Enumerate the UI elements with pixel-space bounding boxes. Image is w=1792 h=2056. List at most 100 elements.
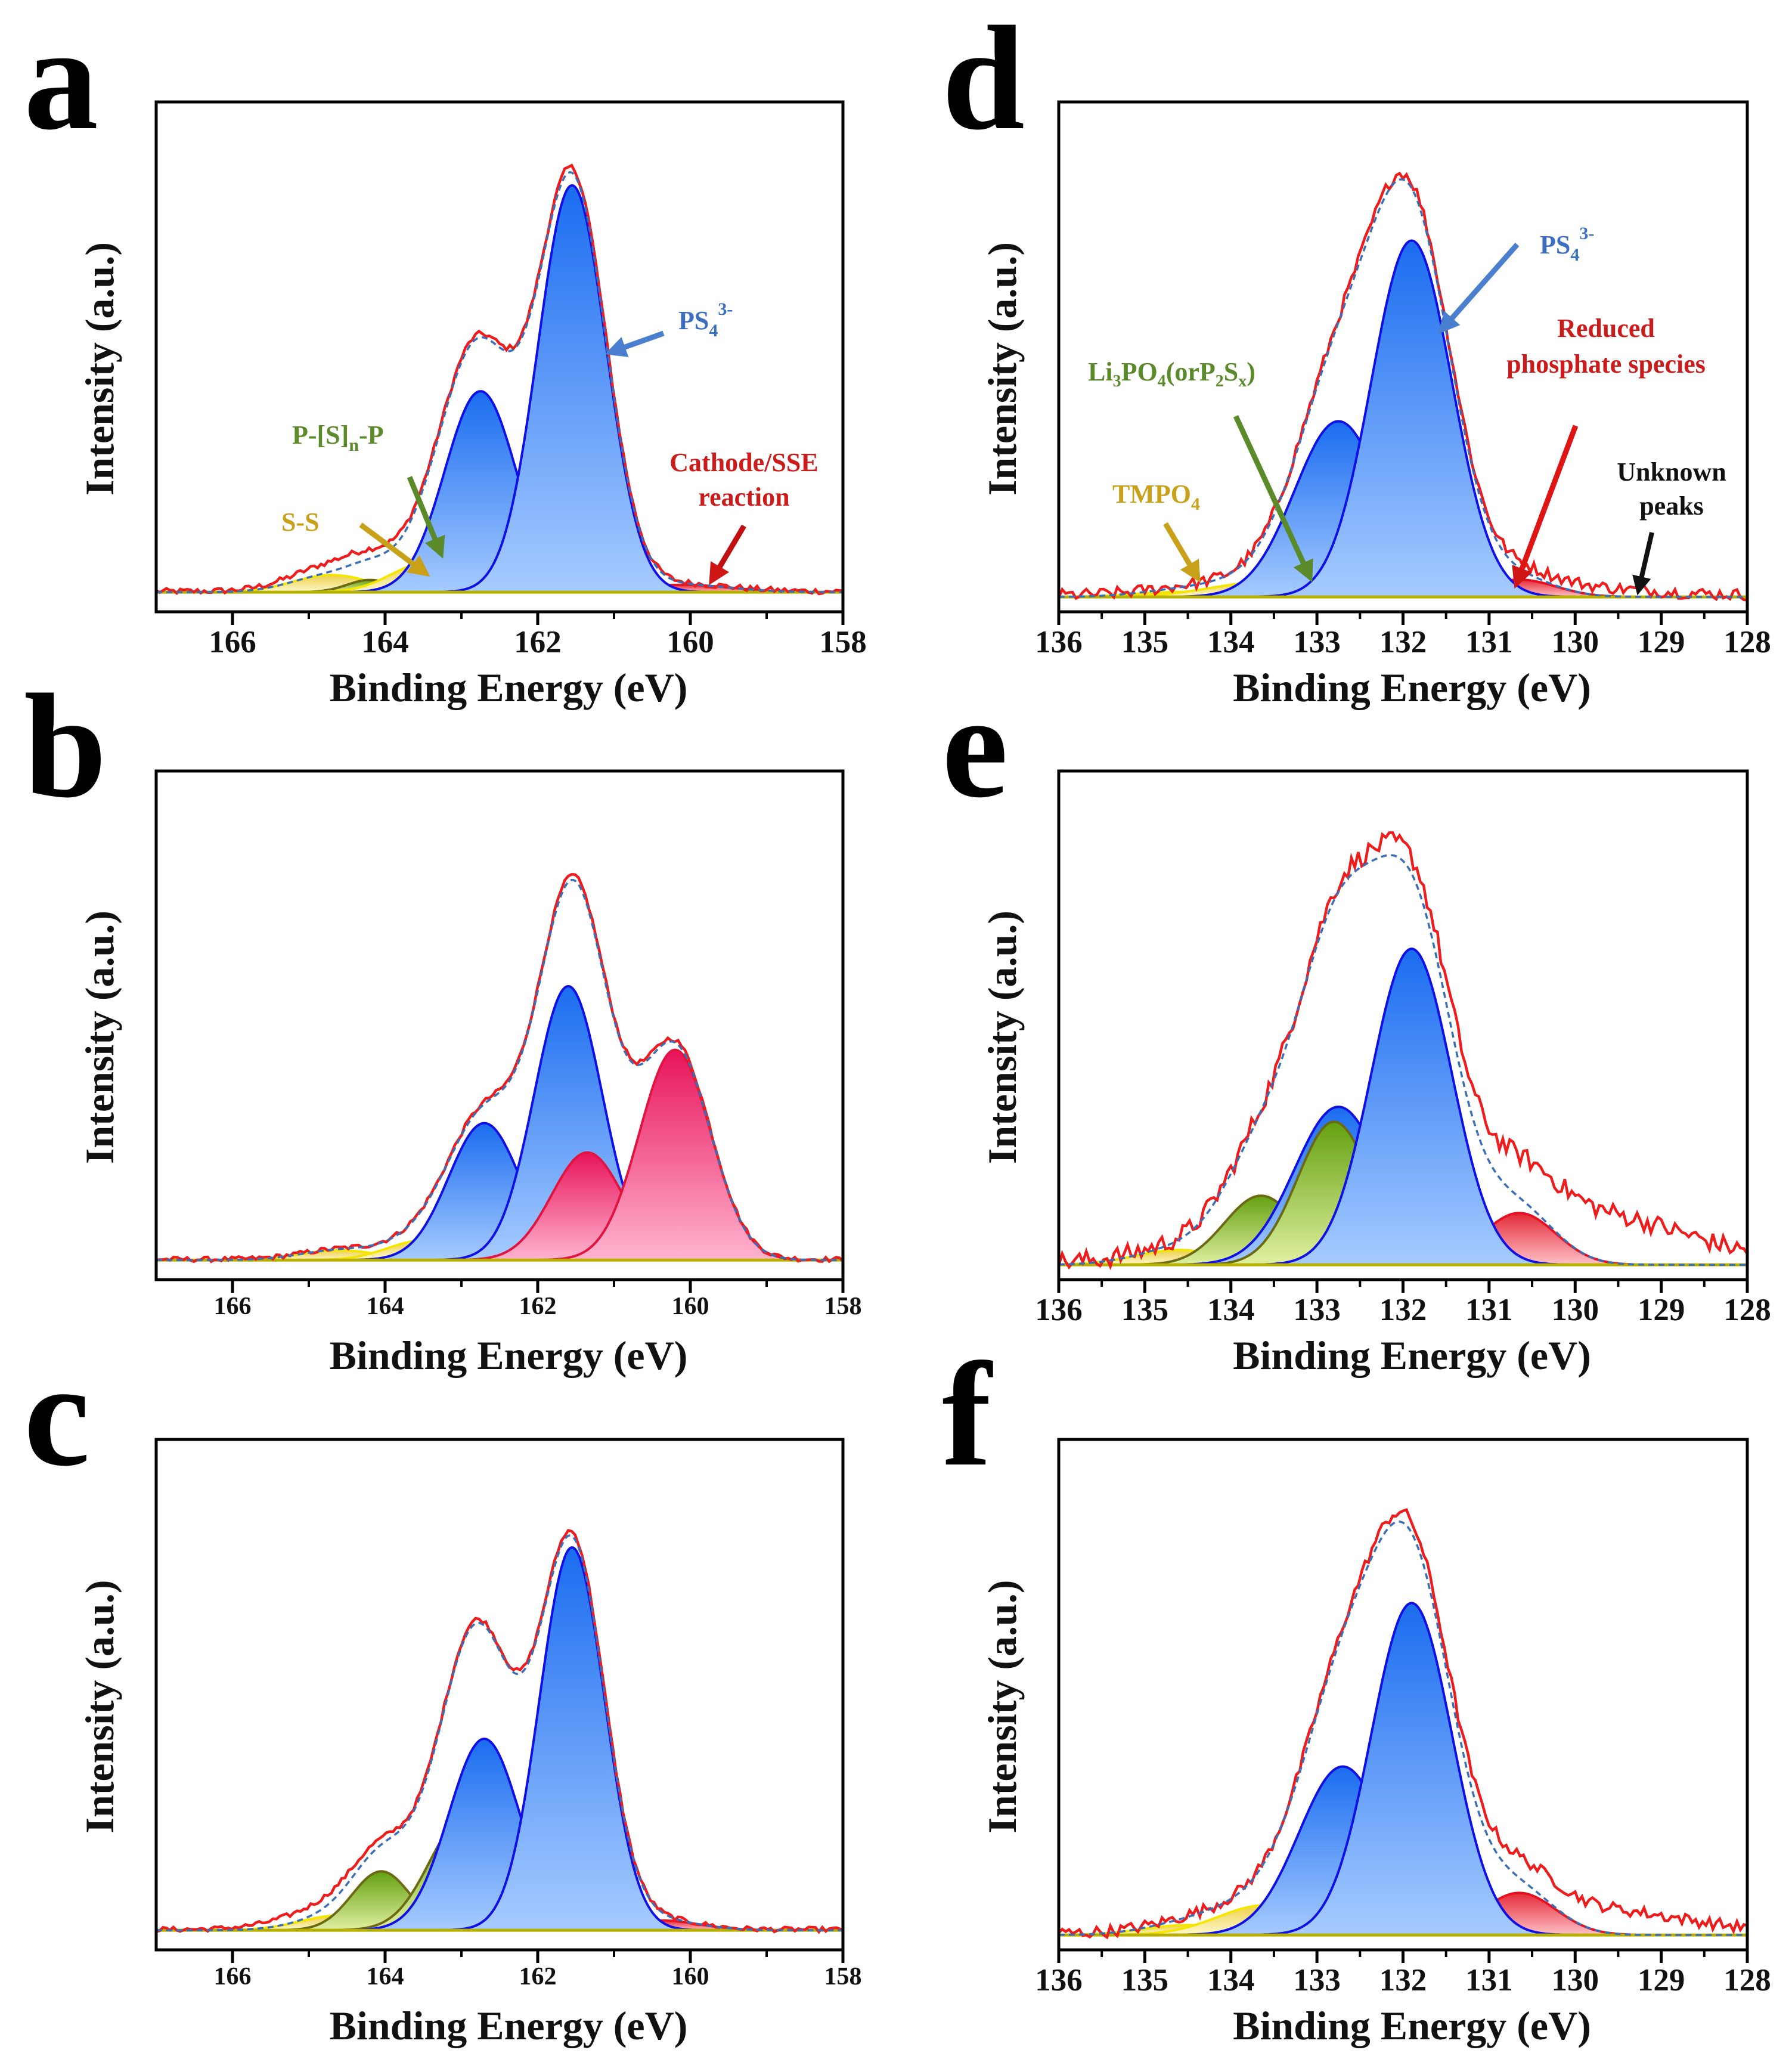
annotation-d-reduced: Reduced phosphate species (1506, 314, 1706, 589)
x-tick-label-f: 132 (1379, 1963, 1427, 1998)
raw-spectrum-e (1059, 831, 1747, 1271)
annotation-d-li3po4: Li3PO4(orP2Sx) (1088, 357, 1313, 583)
svg-text:reaction: reaction (698, 482, 789, 512)
svg-text:P-[S]n-P: P-[S]n-P (292, 420, 384, 455)
x-tick-label-d: 128 (1723, 625, 1771, 659)
arrow-d-unknown (1632, 532, 1654, 596)
panel-e: 136 135 134 133 132 131 130 129 128 Binding Energ… (979, 769, 1771, 1378)
annotation-a-ss: S-S (281, 507, 430, 577)
x-tick-label-f: 134 (1207, 1963, 1255, 1998)
axes-frame-b (154, 769, 845, 1281)
x-tick-label-f: 130 (1552, 1963, 1599, 1998)
x-tick-label-a: 164 (361, 625, 409, 659)
fit-envelope-e (1059, 854, 1747, 1266)
x-axis-label-f: Binding Energy (eV) (1233, 2003, 1591, 2048)
svg-text:Unknown: Unknown (1617, 457, 1726, 487)
x-tick-label-a: 160 (666, 625, 714, 659)
annotation-a-psnp: P-[S]n-P (292, 420, 445, 559)
x-tick-label-d: 135 (1121, 625, 1169, 659)
annotation-d-unknown: Unknown peaks (1617, 457, 1726, 596)
x-tick-label-d: 136 (1035, 625, 1083, 659)
x-tick-label-e: 136 (1035, 1293, 1083, 1327)
x-tick-label-c: 164 (367, 1963, 404, 1990)
component-peak-f-6 (1059, 1602, 1747, 1937)
y-axis-label-d: Intensity (a.u.) (979, 242, 1025, 496)
x-tick-label-b: 158 (824, 1293, 862, 1320)
svg-text:Reduced: Reduced (1557, 314, 1655, 343)
svg-text:phosphate species: phosphate species (1506, 349, 1706, 379)
svg-text:PS43-: PS43- (678, 299, 733, 340)
x-tick-label-e: 133 (1293, 1293, 1341, 1327)
x-tick-label-e: 132 (1379, 1293, 1427, 1327)
panel-letter-d: d (942, 0, 1025, 161)
y-axis-label-c: Intensity (a.u.) (77, 1580, 122, 1833)
x-tick-label-a: 158 (819, 625, 867, 659)
panel-letter-f: f (942, 1332, 993, 1497)
x-tick-label-c: 162 (519, 1963, 557, 1990)
fit-envelope-c (156, 1534, 843, 1931)
x-tick-label-f: 128 (1723, 1963, 1771, 1998)
annotation-d-tmpo4: TMPO4 (1112, 479, 1201, 583)
panel-letter-c: c (24, 1332, 90, 1497)
x-axis-label-c: Binding Energy (eV) (330, 2003, 688, 2048)
x-tick-label-f: 133 (1293, 1963, 1341, 1998)
x-tick-label-e: 129 (1638, 1293, 1685, 1327)
x-tick-label-b: 166 (214, 1293, 252, 1320)
y-axis-label-a: Intensity (a.u.) (77, 242, 122, 496)
arrow-d-tmpo4 (1163, 522, 1201, 583)
x-axis-label-a: Binding Energy (eV) (330, 665, 688, 710)
x-tick-label-e: 134 (1207, 1293, 1255, 1327)
raw-spectrum-f (1059, 1508, 1747, 1940)
arrow-d-li3po4 (1233, 415, 1313, 583)
component-peak-d-6 (1059, 239, 1747, 599)
axes-frame-a (154, 100, 845, 614)
x-tick-label-e: 130 (1552, 1293, 1599, 1327)
fit-envelope-f (1059, 1521, 1747, 1936)
y-axis-label-e: Intensity (a.u.) (979, 911, 1025, 1164)
x-tick-label-e: 128 (1723, 1293, 1771, 1327)
x-axis-label-d: Binding Energy (eV) (1233, 665, 1591, 710)
fit-envelope-b (156, 878, 843, 1261)
annotation-a-cathode: Cathode/SSE reaction (669, 448, 819, 586)
x-tick-label-b: 160 (672, 1293, 709, 1320)
x-tick-label-c: 166 (214, 1963, 252, 1990)
y-axis-label-b: Intensity (a.u.) (77, 911, 122, 1164)
x-tick-label-d: 130 (1552, 625, 1599, 659)
x-tick-label-a: 162 (514, 625, 562, 659)
svg-text:Li3PO4(orP2Sx): Li3PO4(orP2Sx) (1088, 357, 1255, 391)
x-tick-label-f: 131 (1465, 1963, 1513, 1998)
panel-f: 136 135 134 133 132 131 130 129 128 Binding Energ… (979, 1438, 1771, 2048)
axes-frame-c (154, 1438, 845, 1952)
x-tick-label-f: 129 (1638, 1963, 1685, 1998)
component-peak-e-7 (1059, 948, 1747, 1267)
x-tick-label-d: 134 (1207, 625, 1255, 659)
panel-letter-b: b (24, 664, 107, 829)
x-axis-label-e: Binding Energy (eV) (1233, 1333, 1591, 1378)
y-axis-label-f: Intensity (a.u.) (979, 1580, 1025, 1833)
fit-envelope-d (1059, 178, 1747, 598)
x-tick-label-d: 133 (1293, 625, 1341, 659)
svg-text:S-S: S-S (281, 507, 320, 537)
panel-a: 166 164 162 160 158 Binding Energy (eV) Intens… (77, 100, 867, 710)
annotation-a-ps4: PS43- (604, 299, 733, 357)
x-tick-label-d: 131 (1465, 625, 1513, 659)
x-tick-label-a: 166 (209, 625, 256, 659)
x-tick-label-f: 135 (1121, 1963, 1169, 1998)
annotation-d-ps4: PS43- (1438, 224, 1594, 335)
x-tick-label-d: 132 (1379, 625, 1427, 659)
panel-letter-a: a (24, 0, 98, 161)
x-tick-label-c: 158 (824, 1963, 862, 1990)
x-tick-label-b: 164 (367, 1293, 404, 1320)
panel-d: 136 135 134 133 132 131 130 129 128 Binding Energ… (979, 100, 1771, 710)
x-axis-label-b: Binding Energy (eV) (330, 1333, 688, 1378)
arrow-a-ps4 (604, 330, 665, 357)
x-tick-label-e: 135 (1121, 1293, 1169, 1327)
arrow-a-psnp (407, 476, 445, 559)
panel-letter-e: e (942, 664, 1008, 829)
x-tick-label-b: 162 (519, 1293, 557, 1320)
x-tick-label-c: 160 (672, 1963, 709, 1990)
svg-text:Cathode/SSE: Cathode/SSE (669, 448, 818, 477)
arrow-a-cathode (709, 524, 746, 586)
arrow-d-ps4 (1438, 243, 1520, 335)
